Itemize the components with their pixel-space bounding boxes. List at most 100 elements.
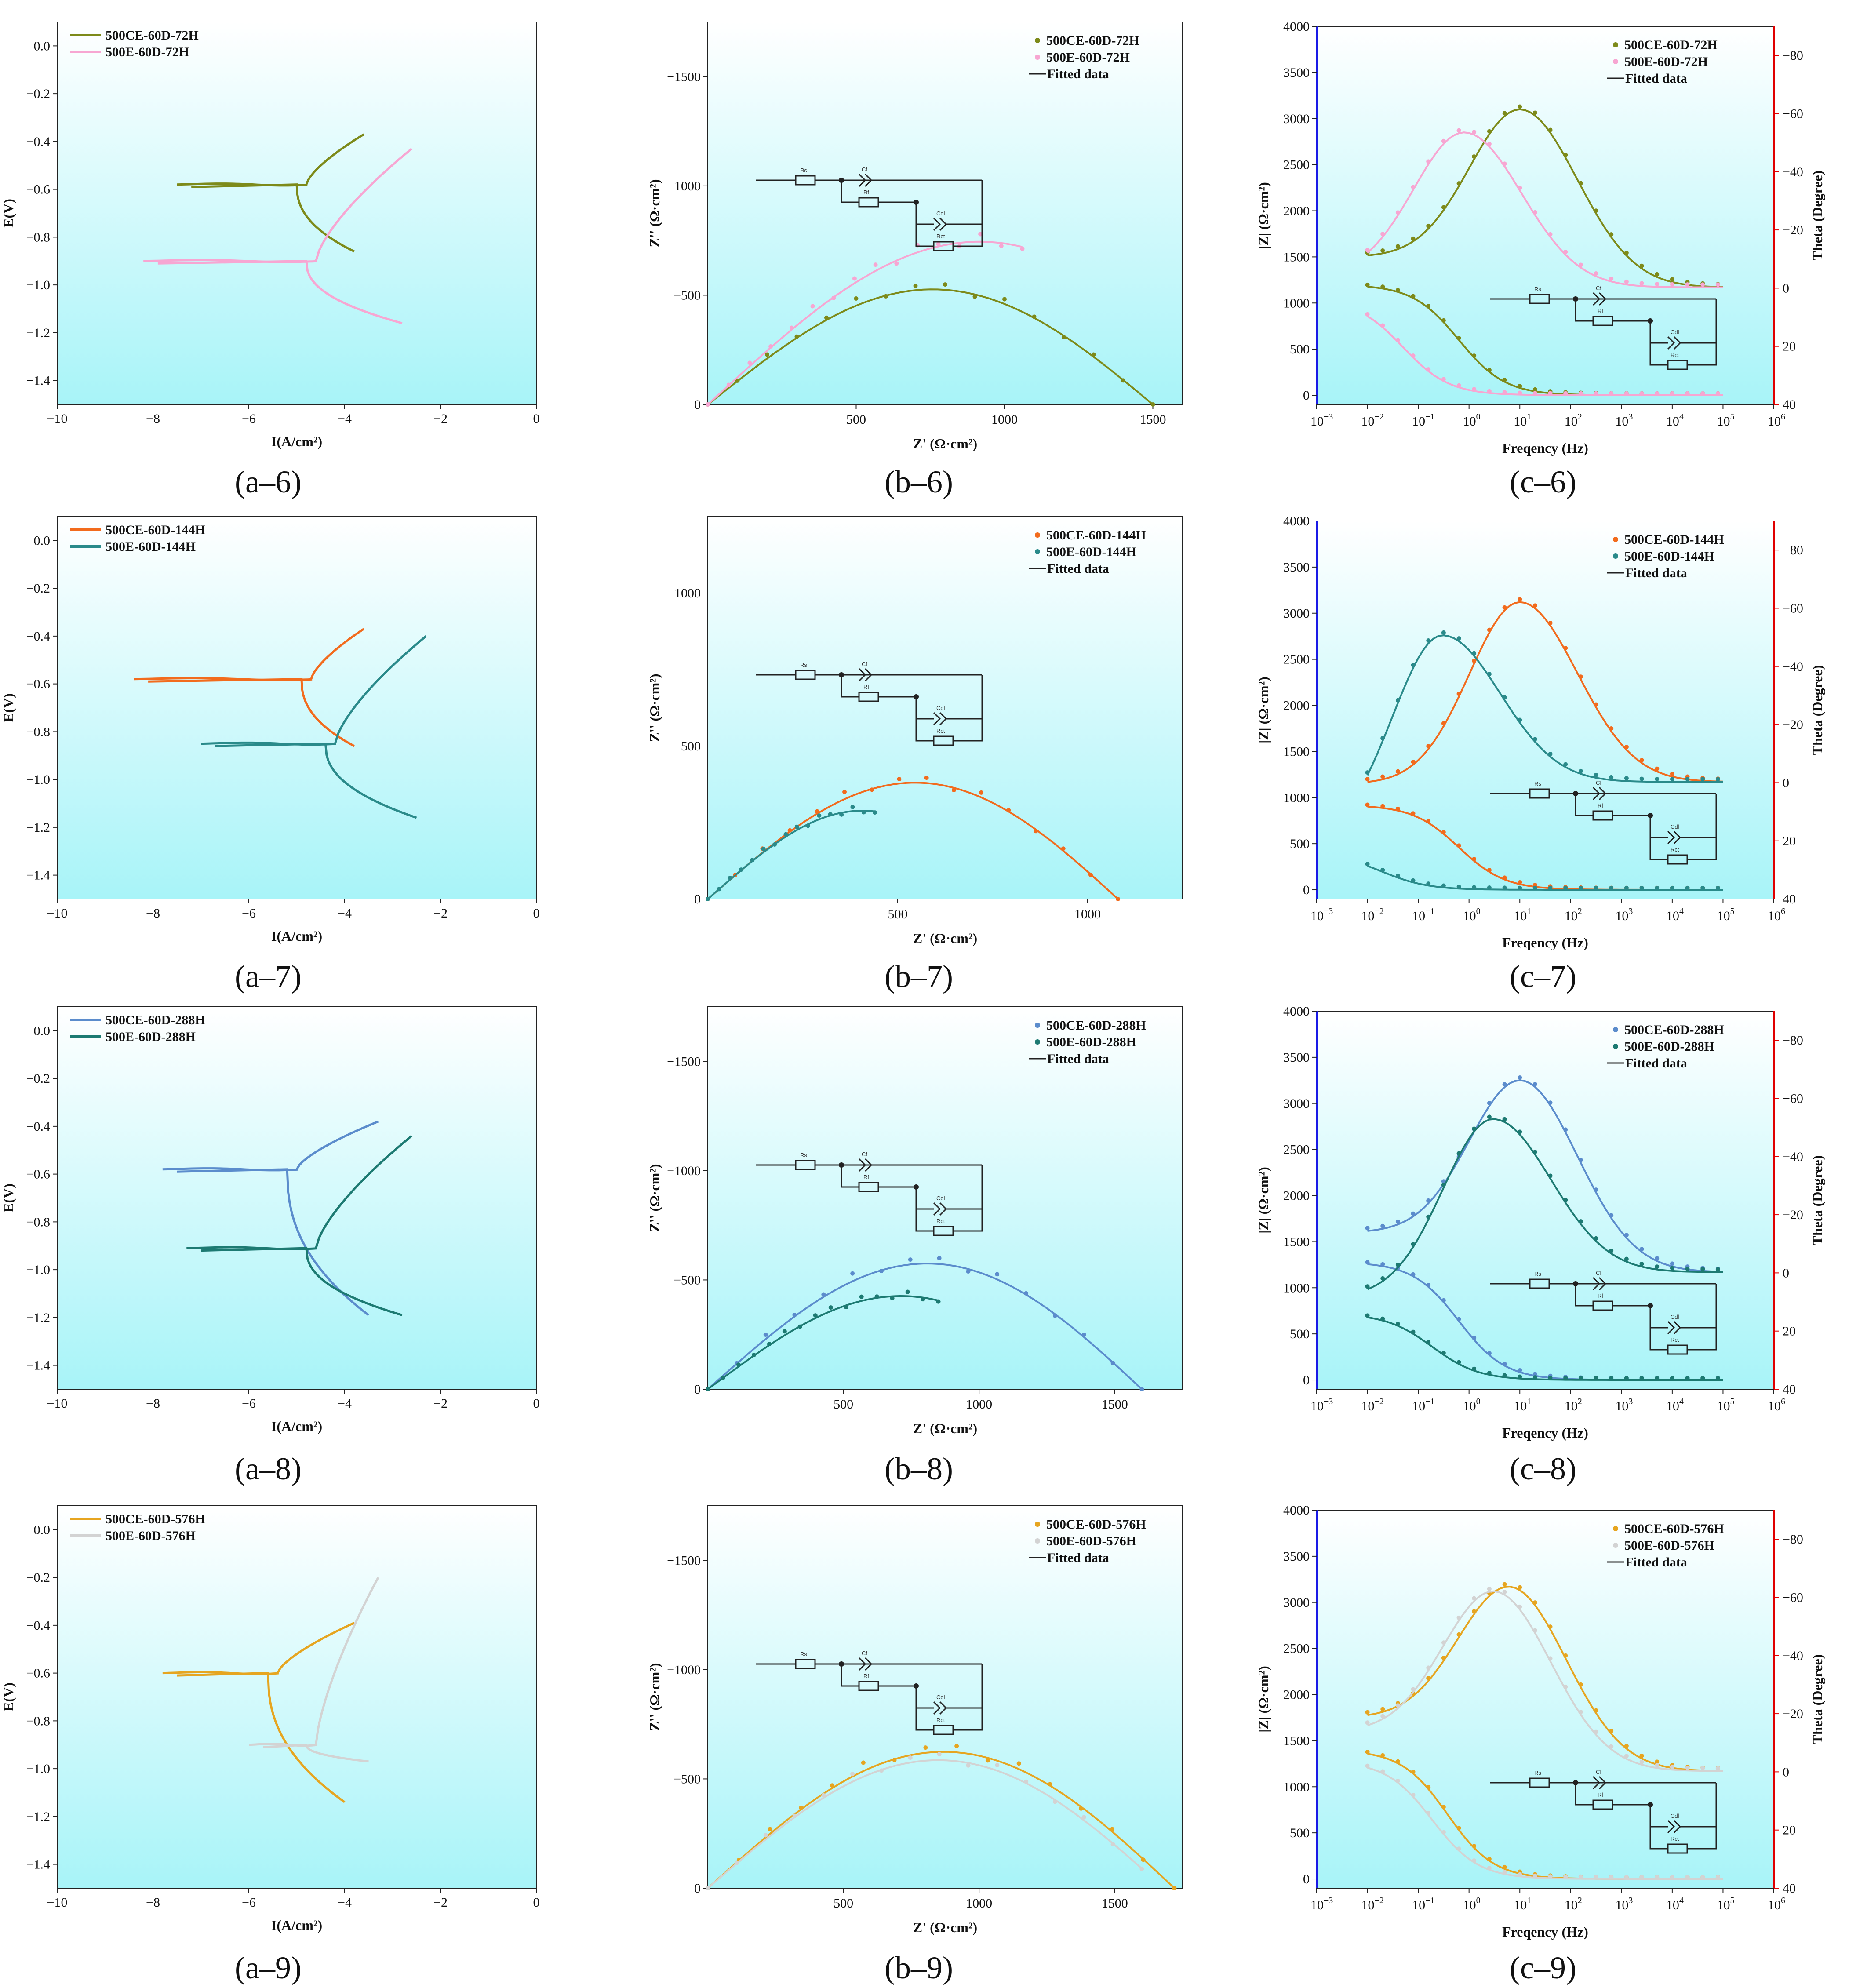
y-tick-label: 2500 bbox=[1283, 1143, 1310, 1157]
cathodic-curve-1 bbox=[157, 260, 403, 324]
x-tick-exponent: 1 bbox=[1527, 907, 1531, 916]
y-tick-label: −0.8 bbox=[26, 1215, 50, 1229]
x-tick-exponent: 0 bbox=[1476, 907, 1481, 916]
data-point bbox=[736, 1362, 741, 1367]
bode-panel-3: 10−3 10−2 10−1 100 101 102 103 104 105 1060500100… bbox=[1256, 1503, 1825, 1940]
circuit-label: Rct bbox=[1671, 846, 1679, 853]
y-tick-label: 3000 bbox=[1283, 1595, 1310, 1610]
data-point bbox=[1139, 1387, 1144, 1391]
data-point bbox=[1563, 1874, 1568, 1879]
data-point bbox=[1518, 880, 1522, 885]
data-point bbox=[1594, 1376, 1598, 1380]
circuit-label: Rf bbox=[863, 189, 869, 196]
data-point bbox=[1532, 387, 1537, 392]
data-point bbox=[890, 1296, 895, 1301]
data-point bbox=[1061, 846, 1066, 851]
cathodic-curve-1 bbox=[263, 1744, 369, 1763]
circuit-wire bbox=[1649, 1306, 1717, 1351]
circuit-label: Rs bbox=[800, 167, 807, 174]
data-point bbox=[1411, 1272, 1416, 1277]
data-point bbox=[1609, 1249, 1614, 1253]
data-point bbox=[1380, 1753, 1385, 1758]
data-point bbox=[1426, 1340, 1431, 1344]
x-tick-label: −8 bbox=[146, 1895, 160, 1910]
y-tick-label: 1500 bbox=[1283, 1234, 1310, 1249]
y-tick-label: 0.0 bbox=[34, 39, 51, 53]
data-point bbox=[1395, 1703, 1400, 1708]
data-point bbox=[1032, 314, 1037, 319]
y2-tick-label: −40 bbox=[1783, 165, 1803, 179]
plot-area bbox=[57, 516, 537, 899]
y2-tick-label: −60 bbox=[1783, 601, 1803, 615]
x-tick-exponent: −1 bbox=[1425, 1896, 1434, 1905]
data-point bbox=[1532, 110, 1537, 115]
cpe-cf bbox=[1592, 1776, 1607, 1790]
data-point bbox=[1502, 605, 1507, 610]
data-point bbox=[1487, 868, 1492, 873]
data-point bbox=[908, 1755, 913, 1760]
panel-caption: (c–8) bbox=[1510, 1451, 1576, 1486]
x-tick-label: 105 bbox=[1717, 1896, 1734, 1912]
x-tick-label: −4 bbox=[338, 411, 352, 426]
data-point bbox=[1472, 1609, 1477, 1614]
data-point bbox=[1172, 1886, 1177, 1890]
data-point bbox=[1472, 857, 1477, 862]
x-tick-label: −2 bbox=[433, 411, 448, 426]
legend-marker bbox=[1035, 532, 1040, 538]
data-point bbox=[1670, 772, 1674, 776]
fitted-curve-0 bbox=[707, 1262, 1143, 1390]
data-point bbox=[1563, 1198, 1568, 1202]
data-point bbox=[1594, 772, 1598, 777]
resistor-rct bbox=[1667, 1843, 1688, 1854]
data-point bbox=[1395, 1219, 1400, 1224]
data-point bbox=[1578, 1710, 1583, 1715]
y-axis-label: |Z| (Ω·cm²) bbox=[1256, 182, 1271, 249]
y2-tick-label: −20 bbox=[1783, 717, 1803, 732]
y2-tick-label: −60 bbox=[1783, 106, 1803, 121]
circuit-wire bbox=[1649, 816, 1717, 860]
data-point bbox=[1670, 1875, 1674, 1879]
data-point bbox=[1395, 769, 1400, 774]
data-point bbox=[767, 1342, 772, 1347]
data-point bbox=[1700, 1875, 1705, 1879]
y-tick-label: −1.4 bbox=[26, 1358, 50, 1373]
data-point bbox=[1624, 885, 1629, 890]
data-point bbox=[1563, 250, 1568, 255]
data-point bbox=[1024, 1779, 1029, 1784]
data-point bbox=[1639, 1261, 1644, 1266]
data-point bbox=[828, 812, 833, 817]
y-tick-label: 1500 bbox=[1283, 250, 1310, 264]
y-tick-label: −500 bbox=[673, 288, 701, 302]
data-point bbox=[1441, 1830, 1446, 1835]
data-point bbox=[1548, 232, 1553, 237]
x-tick-label: 0 bbox=[533, 906, 540, 921]
y-tick-label: 4000 bbox=[1283, 19, 1310, 34]
data-point bbox=[1715, 1376, 1720, 1380]
data-point bbox=[1548, 1874, 1553, 1879]
data-point bbox=[1395, 1778, 1400, 1783]
x-tick-label: 10−1 bbox=[1412, 1896, 1434, 1912]
data-point bbox=[1426, 1282, 1431, 1287]
data-point bbox=[1441, 377, 1446, 382]
plot-area bbox=[1316, 26, 1774, 405]
data-point bbox=[1594, 271, 1598, 276]
y2-tick-label: −20 bbox=[1783, 1707, 1803, 1721]
x-axis-label: I(A/cm²) bbox=[271, 433, 322, 449]
x-tick-label: −10 bbox=[47, 411, 68, 426]
data-point bbox=[706, 897, 710, 901]
x-tick-label: 103 bbox=[1615, 1896, 1633, 1912]
x-tick-exponent: 5 bbox=[1730, 1397, 1734, 1406]
data-point bbox=[1365, 1284, 1370, 1289]
data-point bbox=[1380, 1223, 1385, 1228]
legend-marker bbox=[1613, 59, 1618, 64]
data-point bbox=[1518, 1368, 1522, 1373]
x-tick-label: 10−1 bbox=[1412, 412, 1434, 429]
y-tick-label: −0.6 bbox=[26, 1167, 50, 1182]
data-point bbox=[966, 1763, 971, 1768]
data-point bbox=[979, 790, 984, 795]
data-point bbox=[873, 810, 877, 815]
data-point bbox=[1578, 768, 1583, 773]
data-point bbox=[1548, 1100, 1553, 1105]
x-tick-exponent: 6 bbox=[1781, 1397, 1785, 1406]
data-point bbox=[1609, 1875, 1614, 1879]
